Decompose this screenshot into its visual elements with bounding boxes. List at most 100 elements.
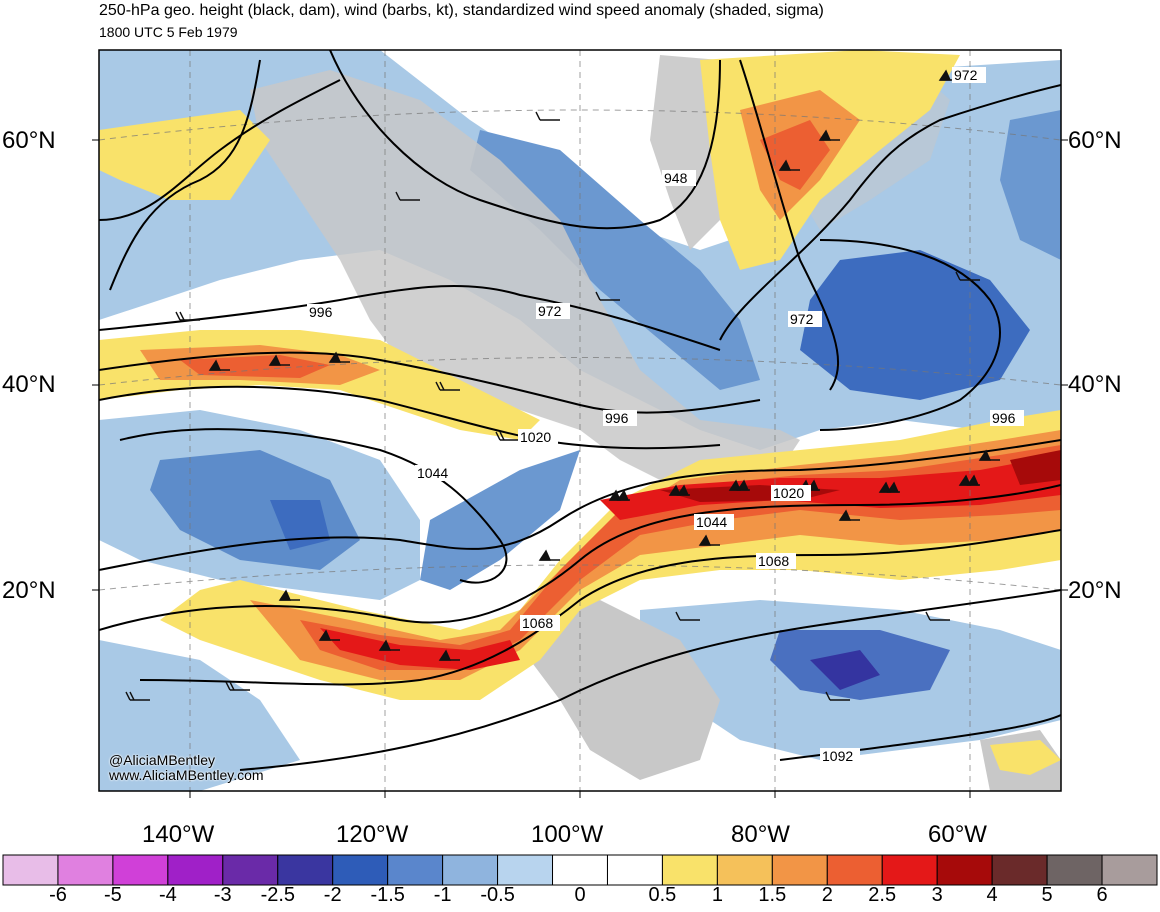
credit-website: www.AliciaMBentley.com — [109, 767, 264, 783]
colorbar-tick-label: -1 — [433, 884, 452, 906]
colorbar-swatch — [936, 854, 993, 886]
wind-barb — [495, 431, 520, 441]
colorbar-tick-label: 4 — [986, 884, 998, 906]
height-contours — [99, 50, 1061, 771]
colorbar-swatch — [387, 854, 444, 886]
colorbar-tick-label: -6 — [49, 884, 67, 906]
colorbar-swatch — [661, 854, 718, 886]
colorbar-swatch — [991, 854, 1048, 886]
contour-label: 1068 — [522, 615, 553, 631]
colorbar-tick-label: 2.5 — [868, 884, 897, 906]
colorbar-swatch — [167, 854, 224, 886]
wind-barb — [328, 351, 350, 363]
lat-label-40n-right: 40°N — [1068, 371, 1122, 398]
wind-barb — [225, 681, 250, 691]
contour-label: 972 — [538, 303, 562, 319]
colorbar-tick-label: -5 — [103, 884, 122, 906]
colorbar-swatch — [716, 854, 773, 886]
wind-barb — [208, 359, 230, 371]
wind-barb — [378, 639, 400, 651]
wind-barb — [728, 479, 750, 491]
colorbar-tick-label: 1 — [711, 884, 723, 906]
contour-label: 1092 — [822, 748, 853, 764]
wind-barb — [595, 291, 620, 301]
colorbar-tick-label: -4 — [158, 884, 177, 906]
colorbar-tick-label: 0 — [574, 884, 586, 906]
colorbar-tick-label: -1.5 — [370, 884, 405, 906]
wind-barb — [955, 271, 980, 281]
contour-label: 972 — [790, 311, 814, 327]
wind-barb — [438, 649, 460, 661]
lon-label-60w: 60°W — [928, 821, 987, 848]
wind-barb — [825, 691, 850, 701]
contour-label: 972 — [954, 67, 978, 83]
wind-barb — [838, 509, 860, 521]
lat-label-20n-right: 20°N — [1068, 577, 1122, 604]
wind-barb — [778, 159, 800, 171]
colorbar-swatch — [1101, 854, 1158, 886]
lon-label-80w: 80°W — [731, 821, 790, 848]
lat-label-40n: 40°N — [2, 371, 56, 398]
colorbar-swatch — [57, 854, 114, 886]
wind-barb — [538, 549, 560, 561]
colorbar-tick-label: 0.5 — [648, 884, 677, 906]
lat-label-20n: 20°N — [2, 577, 56, 604]
colorbar-tick-label: 6 — [1096, 884, 1108, 906]
colorbar-tick-label: -3 — [213, 884, 232, 906]
colorbar-swatch — [2, 854, 59, 886]
colorbar-swatch — [606, 854, 663, 886]
contour-label: 996 — [992, 410, 1016, 426]
wind-barb — [958, 474, 980, 486]
wind-barb — [318, 629, 340, 641]
wind-barb — [268, 354, 290, 366]
colorbar-tick-label: 5 — [1041, 884, 1053, 906]
colorbar-swatch — [332, 854, 389, 886]
wind-barb — [175, 311, 200, 321]
wind-barb — [878, 481, 900, 493]
colorbar-tick-label: -2 — [323, 884, 342, 906]
wind-barb — [125, 691, 150, 701]
wind-barb — [668, 484, 690, 496]
wind-barb — [818, 129, 840, 141]
colorbar-swatch — [552, 854, 608, 886]
contour-label: 1020 — [773, 485, 804, 501]
contour-label: 1044 — [417, 465, 448, 481]
wind-barb — [278, 589, 300, 601]
lon-label-140w: 140°W — [142, 821, 215, 848]
colorbar-tick-label: 1.5 — [758, 884, 787, 906]
wind-barb — [608, 489, 630, 501]
credit-handle: @AliciaMBentley — [109, 752, 216, 768]
colorbar-tick-label: -2.5 — [260, 884, 296, 906]
colorbar-swatch — [771, 854, 828, 886]
colorbar — [2, 854, 1158, 886]
lon-label-100w: 100°W — [531, 821, 604, 848]
colorbar-swatch — [1046, 854, 1103, 886]
lat-label-60n-right: 60°N — [1068, 127, 1122, 154]
wind-barb — [535, 111, 560, 121]
colorbar-swatch — [112, 854, 169, 886]
contour-label-group: 972 948 996 972 972 996 1020 996 1044 10… — [307, 67, 1024, 764]
colorbar-tick-label: -0.5 — [480, 884, 515, 906]
lat-label-60n: 60°N — [2, 127, 56, 154]
contour-label: 1020 — [520, 429, 551, 445]
contour-label: 948 — [664, 170, 688, 186]
contour-label: 996 — [309, 304, 333, 320]
wind-barb — [698, 534, 720, 546]
colorbar-swatch — [222, 854, 279, 886]
colorbar-swatch — [277, 854, 334, 886]
colorbar-swatch — [442, 854, 499, 886]
colorbar-swatch — [881, 854, 938, 886]
colorbar-tick-label: 2 — [821, 884, 833, 906]
lon-label-120w: 120°W — [336, 821, 409, 848]
wind-barb — [675, 611, 700, 621]
map-valid-time: 1800 UTC 5 Feb 1979 — [99, 24, 238, 40]
wind-barb — [978, 449, 1000, 461]
map-title: 250-hPa geo. height (black, dam), wind (… — [99, 2, 824, 19]
axis-ticks — [92, 139, 1068, 798]
colorbar-tick-label: 3 — [931, 884, 943, 906]
contour-label: 1068 — [758, 553, 789, 569]
wind-barb — [395, 191, 420, 201]
colorbar-swatch — [826, 854, 883, 886]
contour-label: 1044 — [696, 514, 727, 530]
